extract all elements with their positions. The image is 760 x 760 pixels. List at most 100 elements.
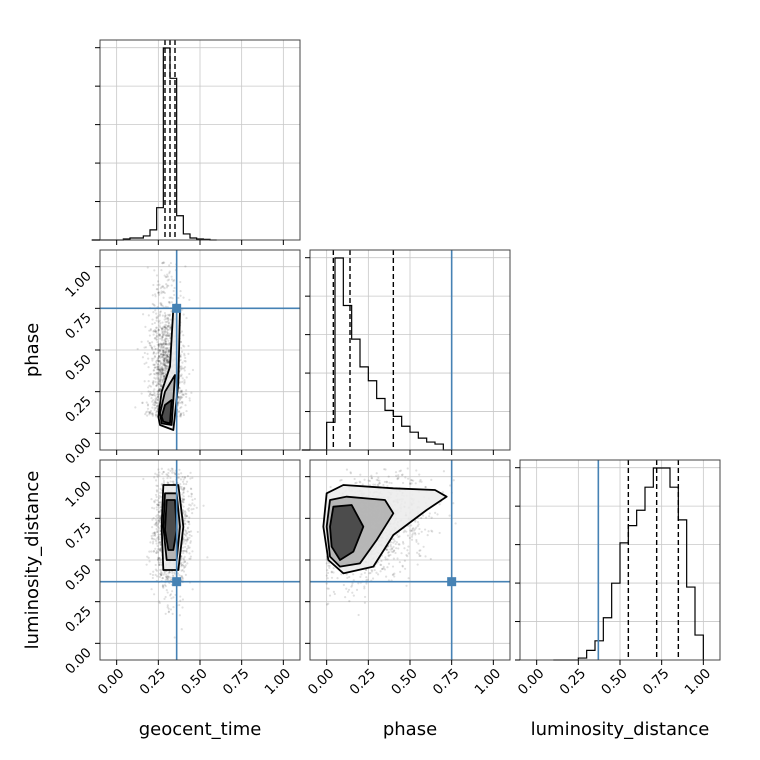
scatter-point xyxy=(449,484,452,487)
scatter-point xyxy=(392,573,395,576)
scatter-point xyxy=(152,329,155,332)
scatter-point xyxy=(418,554,421,558)
scatter-point xyxy=(162,368,165,372)
scatter-point xyxy=(376,573,380,576)
scatter-point xyxy=(156,372,159,376)
scatter-point xyxy=(389,541,393,544)
scatter-point xyxy=(414,528,417,531)
scatter-point xyxy=(148,411,151,415)
scatter-point xyxy=(179,412,183,415)
scatter-point xyxy=(375,571,378,574)
scatter-point xyxy=(412,532,415,535)
scatter-point xyxy=(163,361,166,364)
scatter-point xyxy=(161,367,164,370)
scatter-point xyxy=(164,351,167,354)
scatter-point xyxy=(164,374,167,377)
scatter-point xyxy=(159,383,162,386)
scatter-point xyxy=(181,564,185,567)
scatter-point xyxy=(162,374,166,378)
scatter-point xyxy=(168,343,171,346)
scatter-point xyxy=(161,576,164,580)
scatter-point xyxy=(156,363,159,366)
scatter-point xyxy=(187,544,190,548)
scatter-point xyxy=(155,326,158,329)
scatter-point xyxy=(160,370,164,374)
scatter-point xyxy=(157,343,160,346)
scatter-point xyxy=(326,577,329,580)
scatter-point xyxy=(371,577,375,580)
scatter-point xyxy=(152,550,155,553)
scatter-point xyxy=(162,349,165,352)
scatter-point xyxy=(162,330,165,333)
scatter-point xyxy=(149,372,153,376)
scatter-point xyxy=(155,361,158,365)
scatter-point xyxy=(168,335,171,338)
y-tick-label: 0.25 xyxy=(62,393,95,426)
y-tick-label: 0.50 xyxy=(62,352,95,385)
scatter-point xyxy=(405,554,408,557)
scatter-point xyxy=(162,325,165,329)
scatter-point xyxy=(398,561,401,564)
scatter-point xyxy=(154,493,158,497)
scatter-point xyxy=(162,353,165,356)
scatter-point xyxy=(182,393,185,397)
scatter-point xyxy=(180,485,183,489)
scatter-point xyxy=(189,540,192,543)
scatter-point xyxy=(164,326,167,329)
scatter-point xyxy=(161,351,164,354)
scatter-point xyxy=(160,327,163,330)
x-tick-label: 0.75 xyxy=(640,666,673,699)
scatter-point xyxy=(383,468,386,471)
scatter-point xyxy=(180,576,184,579)
scatter-point xyxy=(415,469,418,472)
scatter-point xyxy=(163,339,166,342)
scatter-point xyxy=(184,511,187,514)
scatter-point xyxy=(163,351,166,354)
scatter-point xyxy=(162,350,165,353)
scatter-point xyxy=(158,558,162,561)
scatter-point xyxy=(355,588,359,591)
scatter-point xyxy=(157,360,160,363)
scatter-point xyxy=(350,585,353,588)
scatter-point xyxy=(434,511,437,514)
scatter-point xyxy=(182,482,185,486)
scatter-point xyxy=(152,383,155,386)
scatter-point xyxy=(163,364,167,367)
scatter-point xyxy=(162,286,165,289)
scatter-point xyxy=(167,350,170,354)
scatter-point xyxy=(165,355,168,358)
scatter-point xyxy=(154,406,157,410)
scatter-point xyxy=(167,300,170,304)
truth-marker xyxy=(172,577,182,587)
scatter-point xyxy=(155,540,158,543)
scatter-point xyxy=(178,410,181,413)
scatter-point xyxy=(160,568,163,571)
scatter-point xyxy=(352,594,355,597)
scatter-point xyxy=(160,285,163,288)
scatter-point xyxy=(183,352,186,355)
scatter-point xyxy=(164,320,167,324)
scatter-point xyxy=(161,371,164,374)
scatter-point xyxy=(164,353,167,356)
scatter-point xyxy=(169,296,173,299)
scatter-point xyxy=(158,563,161,566)
scatter-point xyxy=(164,365,167,368)
scatter-point xyxy=(168,347,171,350)
scatter-point xyxy=(165,358,168,362)
scatter-point xyxy=(386,558,389,561)
scatter-point xyxy=(169,594,172,597)
scatter-point xyxy=(180,628,183,631)
scatter-point xyxy=(159,548,162,551)
scatter-point xyxy=(161,358,164,361)
scatter-point xyxy=(180,330,184,333)
scatter-point xyxy=(156,484,159,488)
scatter-point xyxy=(392,541,395,544)
scatter-point xyxy=(188,503,191,506)
scatter-point xyxy=(159,568,162,572)
scatter-point xyxy=(182,498,185,501)
scatter-point xyxy=(333,592,336,596)
scatter-point xyxy=(152,351,156,354)
scatter-point xyxy=(148,384,151,387)
scatter-point xyxy=(180,396,184,399)
scatter-point xyxy=(419,554,422,557)
